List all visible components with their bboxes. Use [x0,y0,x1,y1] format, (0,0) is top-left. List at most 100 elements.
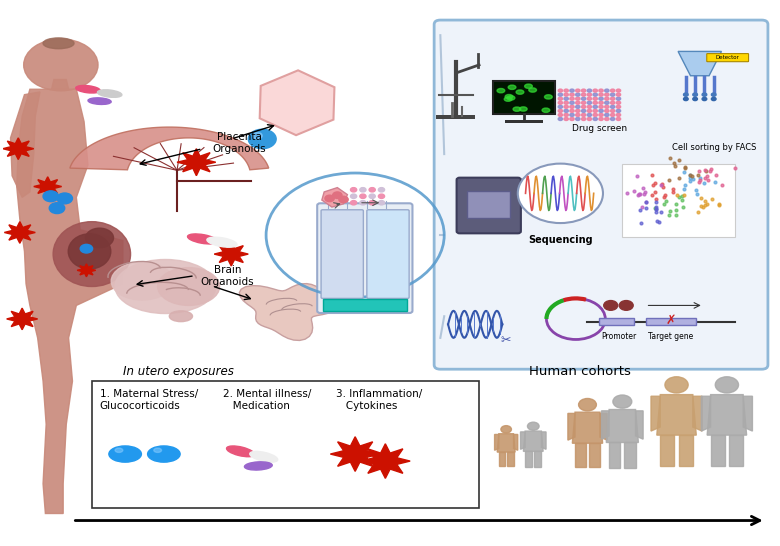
Point [632,191,644,199]
Ellipse shape [226,446,254,456]
Text: Promoter: Promoter [601,333,636,341]
Circle shape [518,164,603,223]
Polygon shape [624,442,636,467]
Circle shape [564,101,569,104]
Point [698,197,711,205]
Ellipse shape [497,88,505,93]
Point [704,165,717,174]
Point [676,192,689,200]
Circle shape [564,93,569,96]
Circle shape [593,97,597,100]
Circle shape [611,93,615,96]
Circle shape [564,117,569,121]
Polygon shape [636,411,643,439]
Point [668,159,681,168]
FancyBboxPatch shape [707,54,749,62]
Point [713,200,725,209]
Polygon shape [707,395,746,435]
Circle shape [599,89,603,92]
Circle shape [43,191,58,201]
Circle shape [576,117,580,121]
Point [662,176,675,185]
Polygon shape [331,437,380,471]
Polygon shape [495,435,498,450]
Circle shape [683,93,688,96]
Point [621,188,633,197]
Point [638,189,651,198]
FancyBboxPatch shape [456,177,521,233]
Polygon shape [497,434,515,452]
Circle shape [604,117,609,121]
Point [678,185,690,193]
Point [640,204,653,212]
Circle shape [599,93,603,96]
Circle shape [604,101,609,104]
Polygon shape [729,435,743,466]
Circle shape [570,89,574,92]
Point [694,193,707,202]
Point [700,167,713,176]
Circle shape [693,97,697,100]
Circle shape [558,89,562,92]
Circle shape [611,105,615,108]
Polygon shape [573,412,603,443]
Point [656,179,668,188]
Bar [505,120,544,123]
Circle shape [604,93,609,96]
Point [649,188,661,197]
Point [699,173,711,182]
Ellipse shape [519,107,527,111]
Ellipse shape [88,98,112,104]
Point [652,217,665,226]
Bar [599,318,634,325]
Circle shape [611,117,615,121]
Circle shape [711,93,716,96]
Circle shape [369,200,375,205]
Point [667,187,679,196]
Point [677,203,690,212]
Circle shape [558,93,562,96]
Circle shape [581,97,586,100]
Polygon shape [260,70,335,135]
Polygon shape [523,431,543,452]
Circle shape [593,117,597,121]
Point [646,170,658,179]
Circle shape [611,101,615,104]
Point [671,191,683,199]
Circle shape [570,114,574,116]
Polygon shape [525,452,532,467]
Polygon shape [322,188,347,207]
Point [662,211,675,219]
Circle shape [702,93,707,96]
Text: Placenta
Organoids: Placenta Organoids [212,133,266,154]
Point [679,163,691,172]
Circle shape [564,89,569,92]
Circle shape [369,194,375,198]
Point [649,179,661,187]
Ellipse shape [505,94,513,99]
Point [650,207,662,216]
Point [650,203,662,211]
Point [708,177,721,186]
Circle shape [613,395,632,408]
Circle shape [604,114,609,116]
Circle shape [715,377,739,393]
Ellipse shape [544,95,552,99]
Circle shape [576,93,580,96]
Circle shape [616,97,621,100]
Circle shape [527,422,539,430]
Circle shape [564,97,569,100]
Point [684,174,697,183]
Circle shape [616,93,621,96]
Point [686,172,699,181]
Circle shape [587,97,591,100]
Circle shape [570,97,574,100]
Circle shape [587,101,591,104]
Circle shape [570,93,574,96]
Point [657,182,669,191]
Ellipse shape [207,237,237,247]
Ellipse shape [109,446,141,462]
Circle shape [378,194,385,198]
Circle shape [665,377,688,393]
Circle shape [570,105,574,108]
